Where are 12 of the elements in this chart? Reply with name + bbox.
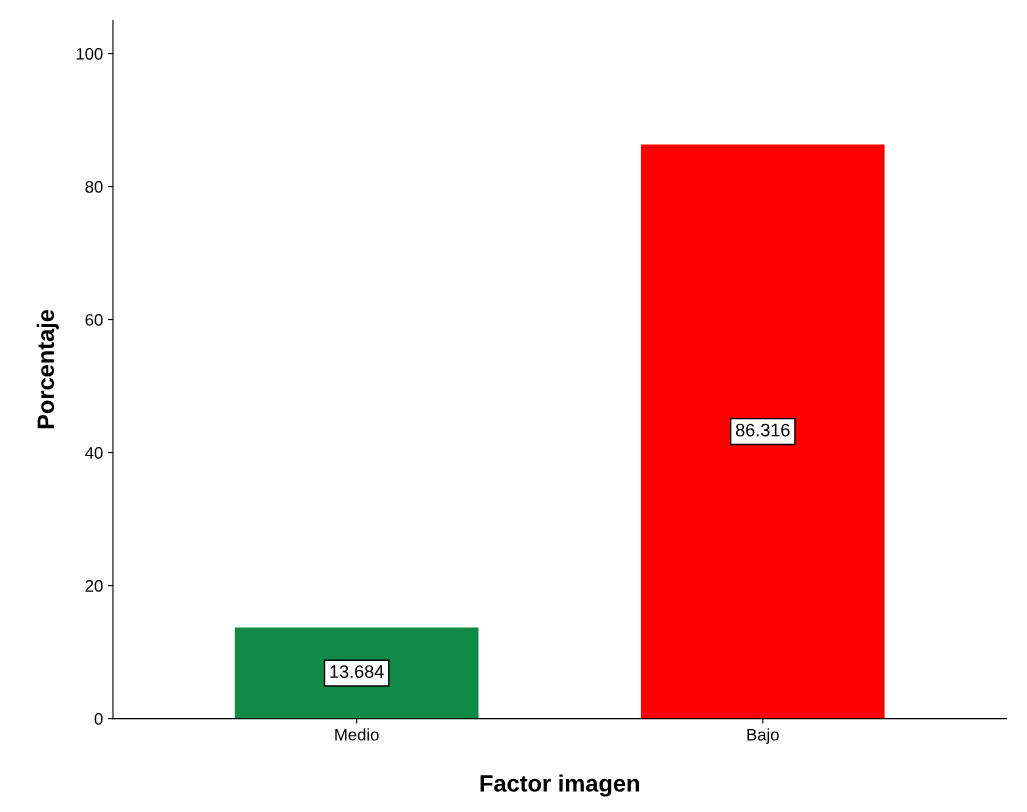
x-axis-title: Factor imagen <box>480 774 639 797</box>
x-tick-label: Medio <box>335 728 379 741</box>
y-tick-label: 0 <box>94 713 103 725</box>
y-tick-label: 60 <box>85 313 103 326</box>
y-tick-label: 80 <box>85 180 103 193</box>
data-label: 86.316 <box>735 423 790 437</box>
data-label: 13.684 <box>330 665 384 678</box>
y-axis-title: Porcentaje <box>36 309 59 429</box>
y-tick-label: 40 <box>85 446 103 459</box>
y-tick-label: 20 <box>85 580 103 592</box>
y-tick-label: 100 <box>76 47 103 60</box>
x-tick-label: Bajo <box>747 728 779 744</box>
